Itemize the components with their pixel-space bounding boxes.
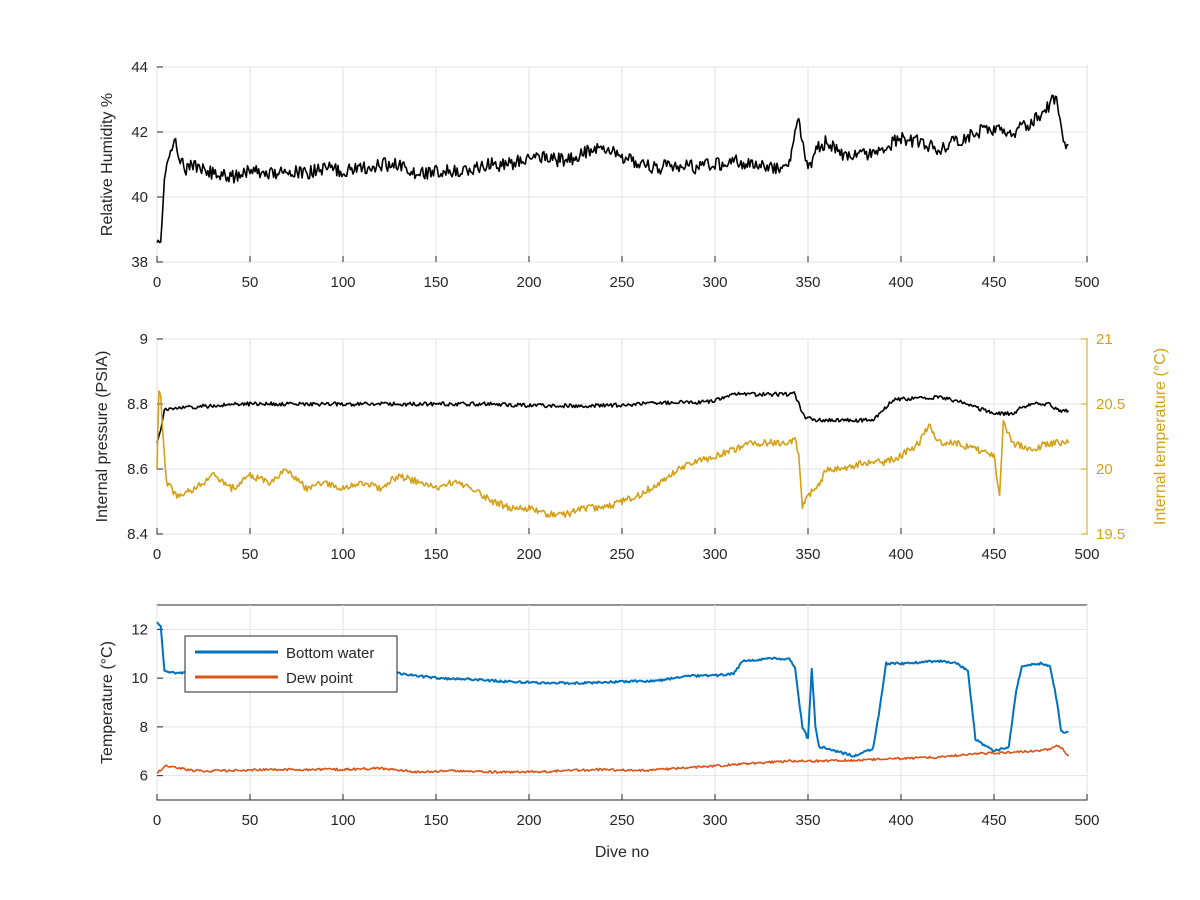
series-line-relative-humidity bbox=[156, 94, 1069, 244]
temperature-x-tick-label: 300 bbox=[702, 812, 727, 829]
temperature-x-tick-label: 500 bbox=[1074, 812, 1099, 829]
humidity-y-axis-label: Relative Humidity % bbox=[99, 93, 116, 236]
temperature-x-tick-label: 100 bbox=[330, 812, 355, 829]
legend-box bbox=[184, 635, 398, 693]
x-axis-label: Dive no bbox=[595, 844, 649, 861]
pressure-y-ticks: 8.4 8.6 8.8 9 bbox=[127, 331, 163, 543]
internal-temperature-y-ticks: 19.5 20 20.5 21 bbox=[1081, 331, 1125, 543]
temperature-x-tick-label: 200 bbox=[516, 812, 541, 829]
temperature-x-tick-label: 0 bbox=[153, 812, 161, 829]
series-line-dew-point bbox=[156, 744, 1070, 774]
humidity-x-tick-label: 150 bbox=[423, 274, 448, 291]
pressure-x-tick-label: 250 bbox=[609, 546, 634, 563]
temperature-x-tick-label: 400 bbox=[888, 812, 913, 829]
temperature-y-tick-label: 12 bbox=[131, 621, 148, 638]
pressure-temperature-subplot: 0 50 100 150 200 250 300 350 400 450 500 8.4 8.6 8.8… bbox=[94, 331, 1169, 563]
pressure-x-tick-label: 0 bbox=[153, 546, 161, 563]
humidity-x-tick-label: 250 bbox=[609, 274, 634, 291]
temperature-x-tick-label: 350 bbox=[795, 812, 820, 829]
pressure-x-tick-label: 200 bbox=[516, 546, 541, 563]
humidity-y-ticks: 38 40 42 44 bbox=[131, 59, 163, 271]
humidity-y-tick-label: 44 bbox=[131, 59, 148, 76]
temperature-y-tick-label: 8 bbox=[140, 719, 148, 736]
humidity-y-tick-label: 40 bbox=[131, 189, 148, 206]
series-line-internal-temperature bbox=[156, 390, 1070, 519]
temperature-y-tick-label: 10 bbox=[131, 670, 148, 687]
temperature-y-ticks: 6 8 10 12 bbox=[131, 621, 163, 785]
pressure-x-tick-label: 400 bbox=[888, 546, 913, 563]
temperature-x-tick-label: 250 bbox=[609, 812, 634, 829]
temperature-y-axis-label: Temperature (°C) bbox=[99, 641, 116, 764]
temperature-subplot: 0 50 100 150 200 250 300 350 400 450 500 6 8 10 12 Te… bbox=[99, 604, 1100, 861]
legend-label-bottom-water: Bottom water bbox=[286, 645, 374, 662]
internal-temperature-tick-label: 20 bbox=[1096, 461, 1113, 478]
series-line-internal-pressure bbox=[156, 391, 1070, 444]
pressure-x-tick-label: 50 bbox=[242, 546, 259, 563]
pressure-x-tick-label: 450 bbox=[981, 546, 1006, 563]
pressure-y-axis-label: Internal pressure (PSIA) bbox=[94, 351, 111, 523]
pressure-x-tick-label: 350 bbox=[795, 546, 820, 563]
internal-temperature-y-axis-label: Internal temperature (°C) bbox=[1152, 348, 1169, 525]
pressure-x-tick-label: 100 bbox=[330, 546, 355, 563]
humidity-x-tick-label: 450 bbox=[981, 274, 1006, 291]
pressure-x-tick-label: 150 bbox=[423, 546, 448, 563]
humidity-x-tick-label: 200 bbox=[516, 274, 541, 291]
pressure-x-tick-label: 500 bbox=[1074, 546, 1099, 563]
humidity-y-tick-label: 42 bbox=[131, 124, 148, 141]
humidity-x-tick-label: 50 bbox=[242, 274, 259, 291]
temperature-x-tick-label: 450 bbox=[981, 812, 1006, 829]
humidity-x-tick-label: 500 bbox=[1074, 274, 1099, 291]
humidity-x-tick-label: 300 bbox=[702, 274, 727, 291]
humidity-subplot: 0 50 100 150 200 250 300 350 400 450 500 38404244 … bbox=[99, 59, 1100, 291]
humidity-x-tick-label: 350 bbox=[795, 274, 820, 291]
humidity-x-ticks: 0 50 100 150 200 250 300 350 400 450 500 bbox=[153, 256, 1100, 291]
pressure-x-ticks: 0 50 100 150 200 250 300 350 400 450 500 bbox=[153, 528, 1100, 563]
humidity-x-tick-label: 100 bbox=[330, 274, 355, 291]
legend-label-dew-point: Dew point bbox=[286, 670, 354, 687]
humidity-y-tick-label: 38 bbox=[131, 254, 148, 271]
pressure-y-tick-label: 9 bbox=[140, 331, 148, 348]
temperature-x-ticks: 0 50 100 150 200 250 300 350 400 450 500 bbox=[153, 794, 1100, 829]
internal-temperature-tick-label: 19.5 bbox=[1096, 526, 1125, 543]
pressure-x-tick-label: 300 bbox=[702, 546, 727, 563]
pressure-y-tick-label: 8.8 bbox=[127, 396, 148, 413]
temperature-y-tick-label: 6 bbox=[140, 768, 148, 785]
pressure-temperature-series bbox=[156, 390, 1070, 519]
humidity-x-tick-label: 400 bbox=[888, 274, 913, 291]
pressure-y-tick-label: 8.4 bbox=[127, 526, 148, 543]
internal-temperature-tick-label: 20.5 bbox=[1096, 396, 1125, 413]
humidity-series bbox=[156, 94, 1069, 244]
temperature-x-tick-label: 150 bbox=[423, 812, 448, 829]
humidity-x-tick-label: 0 bbox=[153, 274, 161, 291]
temperature-x-tick-label: 50 bbox=[242, 812, 259, 829]
legend: Bottom water Dew point bbox=[184, 635, 398, 693]
pressure-y-tick-label: 8.6 bbox=[127, 461, 148, 478]
internal-temperature-tick-label: 21 bbox=[1096, 331, 1113, 348]
